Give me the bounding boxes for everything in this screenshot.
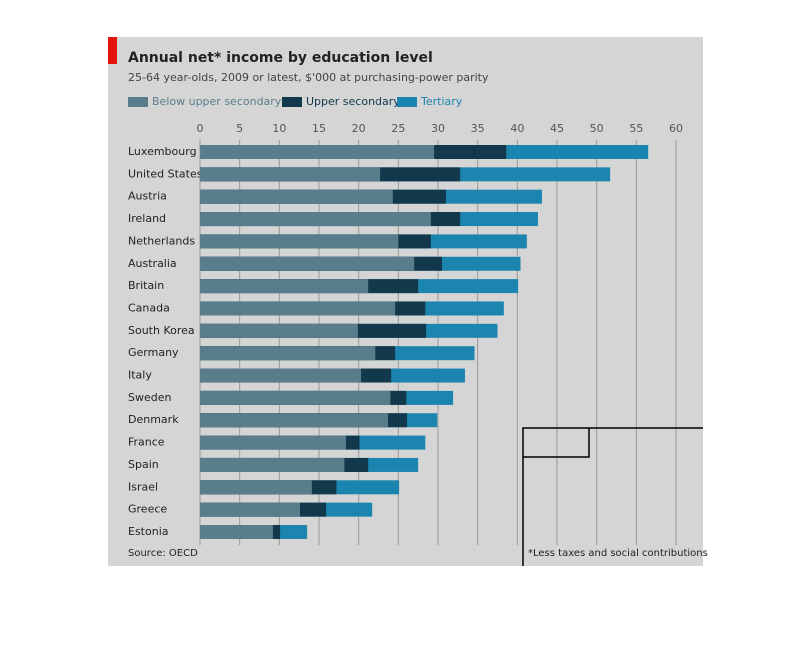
- bar: [200, 435, 346, 450]
- y-tick-label: Denmark: [128, 413, 179, 426]
- y-tick-label: France: [128, 436, 165, 449]
- bar: [200, 167, 381, 182]
- overlay-lines: [522, 427, 703, 566]
- x-tick-label: 30: [431, 122, 445, 135]
- bar: [200, 413, 389, 428]
- x-tick-label: 20: [352, 122, 366, 135]
- bar: [200, 368, 362, 383]
- x-tick-label: 10: [272, 122, 286, 135]
- legend-swatch: [397, 97, 417, 107]
- y-tick-label: Greece: [128, 503, 167, 516]
- y-tick-label: Australia: [128, 257, 177, 270]
- footnote: *Less taxes and social contributions: [528, 548, 708, 559]
- bar: [200, 390, 391, 405]
- y-tick-label: Britain: [128, 279, 164, 292]
- y-tick-label: Israel: [128, 480, 158, 493]
- x-tick-label: 40: [510, 122, 524, 135]
- bar: [200, 457, 345, 472]
- bar: [200, 301, 396, 316]
- x-tick-label: 25: [391, 122, 405, 135]
- x-tick-label: 15: [312, 122, 326, 135]
- source: Source: OECD: [128, 548, 198, 559]
- x-tick-label: 45: [550, 122, 564, 135]
- y-tick-label: Netherlands: [128, 234, 195, 247]
- chart-subtitle: 25-64 year-olds, 2009 or latest, $'000 a…: [128, 71, 489, 84]
- y-tick-label: South Korea: [128, 324, 195, 337]
- y-tick-label: Spain: [128, 458, 159, 471]
- legend-label: Upper secondary: [306, 95, 400, 108]
- bar: [200, 145, 435, 159]
- bar: [200, 525, 273, 539]
- bar: [200, 346, 376, 361]
- y-tick-label: United States: [128, 167, 203, 180]
- y-tick-label: Sweden: [128, 391, 171, 404]
- bar: [200, 502, 300, 517]
- x-tick-label: 60: [669, 122, 683, 135]
- bar: [200, 323, 358, 338]
- legend-swatch: [282, 97, 302, 107]
- bar: [200, 234, 399, 249]
- chart-title: Annual net* income by education level: [128, 50, 433, 66]
- x-tick-label: 50: [590, 122, 604, 135]
- y-tick-label: Canada: [128, 301, 170, 314]
- y-tick-label: Ireland: [128, 212, 166, 225]
- y-tick-label: Italy: [128, 369, 152, 382]
- bar: [200, 189, 393, 204]
- bar: [200, 480, 312, 495]
- x-tick-label: 35: [471, 122, 485, 135]
- bar: [200, 256, 415, 271]
- legend-label: Below upper secondary: [152, 95, 282, 108]
- bar: [200, 279, 369, 294]
- x-tick-label: 5: [236, 122, 243, 135]
- bar: [200, 212, 431, 227]
- x-tick-label: 55: [629, 122, 643, 135]
- legend-label: Tertiary: [420, 95, 463, 108]
- y-tick-label: Luxembourg: [128, 145, 197, 158]
- y-tick-label: Estonia: [128, 525, 169, 538]
- legend-swatch: [128, 97, 148, 107]
- red-tab: [108, 37, 117, 64]
- y-tick-label: Germany: [128, 346, 179, 359]
- x-tick-label: 0: [197, 122, 204, 135]
- y-tick-label: Austria: [128, 190, 167, 203]
